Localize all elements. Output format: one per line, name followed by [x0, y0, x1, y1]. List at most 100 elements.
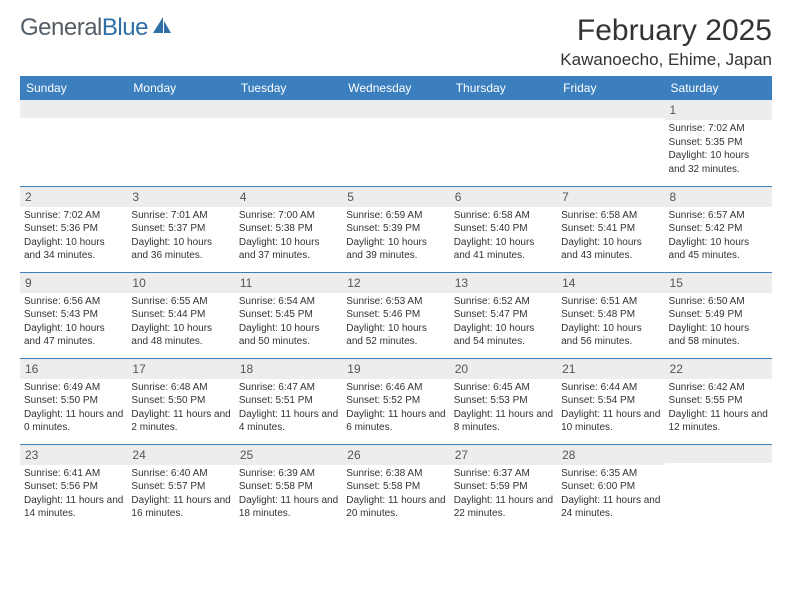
day-number: 2	[20, 187, 127, 207]
sunset-text: Sunset: 5:45 PM	[239, 308, 338, 322]
header-row: GeneralBlue February 2025 Kawanoecho, Eh…	[20, 14, 772, 70]
sunrise-text: Sunrise: 6:49 AM	[24, 381, 123, 395]
sunrise-text: Sunrise: 6:56 AM	[24, 295, 123, 309]
calendar-cell: 4Sunrise: 7:00 AMSunset: 5:38 PMDaylight…	[235, 186, 342, 272]
day-number: 20	[450, 359, 557, 379]
day-number: 7	[557, 187, 664, 207]
day-number: 15	[665, 273, 772, 293]
sunset-text: Sunset: 5:48 PM	[561, 308, 660, 322]
calendar-cell: 28Sunrise: 6:35 AMSunset: 6:00 PMDayligh…	[557, 444, 664, 530]
calendar-cell: 10Sunrise: 6:55 AMSunset: 5:44 PMDayligh…	[127, 272, 234, 358]
day-number: 14	[557, 273, 664, 293]
empty-day	[450, 100, 557, 118]
sunset-text: Sunset: 5:44 PM	[131, 308, 230, 322]
calendar-cell: 18Sunrise: 6:47 AMSunset: 5:51 PMDayligh…	[235, 358, 342, 444]
daylight-text: Daylight: 10 hours and 41 minutes.	[454, 236, 553, 263]
sunrise-text: Sunrise: 6:54 AM	[239, 295, 338, 309]
day-number: 4	[235, 187, 342, 207]
sunrise-text: Sunrise: 6:51 AM	[561, 295, 660, 309]
calendar-cell	[450, 100, 557, 186]
day-number: 28	[557, 445, 664, 465]
calendar-week-row: 2Sunrise: 7:02 AMSunset: 5:36 PMDaylight…	[20, 186, 772, 272]
sunset-text: Sunset: 5:53 PM	[454, 394, 553, 408]
sunrise-text: Sunrise: 6:40 AM	[131, 467, 230, 481]
calendar-cell	[235, 100, 342, 186]
calendar-cell: 7Sunrise: 6:58 AMSunset: 5:41 PMDaylight…	[557, 186, 664, 272]
calendar-week-row: 1Sunrise: 7:02 AMSunset: 5:35 PMDaylight…	[20, 100, 772, 186]
daylight-text: Daylight: 11 hours and 14 minutes.	[24, 494, 123, 521]
daylight-text: Daylight: 10 hours and 37 minutes.	[239, 236, 338, 263]
daylight-text: Daylight: 10 hours and 58 minutes.	[669, 322, 768, 349]
sunset-text: Sunset: 5:46 PM	[346, 308, 445, 322]
daylight-text: Daylight: 11 hours and 8 minutes.	[454, 408, 553, 435]
weekday-header: Tuesday	[235, 76, 342, 100]
calendar-cell: 26Sunrise: 6:38 AMSunset: 5:58 PMDayligh…	[342, 444, 449, 530]
sunrise-text: Sunrise: 6:38 AM	[346, 467, 445, 481]
daylight-text: Daylight: 10 hours and 34 minutes.	[24, 236, 123, 263]
daylight-text: Daylight: 11 hours and 16 minutes.	[131, 494, 230, 521]
daylight-text: Daylight: 10 hours and 36 minutes.	[131, 236, 230, 263]
sunrise-text: Sunrise: 6:44 AM	[561, 381, 660, 395]
sunset-text: Sunset: 5:39 PM	[346, 222, 445, 236]
sunrise-text: Sunrise: 6:41 AM	[24, 467, 123, 481]
empty-day	[557, 100, 664, 118]
daylight-text: Daylight: 10 hours and 47 minutes.	[24, 322, 123, 349]
sunrise-text: Sunrise: 6:57 AM	[669, 209, 768, 223]
day-number: 3	[127, 187, 234, 207]
logo-text-gray: General	[20, 14, 102, 42]
sunset-text: Sunset: 5:52 PM	[346, 394, 445, 408]
day-number: 24	[127, 445, 234, 465]
sunrise-text: Sunrise: 6:48 AM	[131, 381, 230, 395]
sunrise-text: Sunrise: 7:01 AM	[131, 209, 230, 223]
sunrise-text: Sunrise: 6:53 AM	[346, 295, 445, 309]
daylight-text: Daylight: 10 hours and 52 minutes.	[346, 322, 445, 349]
calendar-week-row: 16Sunrise: 6:49 AMSunset: 5:50 PMDayligh…	[20, 358, 772, 444]
calendar-cell	[20, 100, 127, 186]
calendar-week-row: 9Sunrise: 6:56 AMSunset: 5:43 PMDaylight…	[20, 272, 772, 358]
sunset-text: Sunset: 5:50 PM	[24, 394, 123, 408]
sunrise-text: Sunrise: 7:02 AM	[24, 209, 123, 223]
day-number: 5	[342, 187, 449, 207]
empty-day	[235, 100, 342, 118]
weekday-header: Thursday	[450, 76, 557, 100]
sunrise-text: Sunrise: 6:35 AM	[561, 467, 660, 481]
day-number: 26	[342, 445, 449, 465]
sunrise-text: Sunrise: 6:45 AM	[454, 381, 553, 395]
sunset-text: Sunset: 5:37 PM	[131, 222, 230, 236]
logo-text-blue: Blue	[102, 14, 148, 42]
day-number: 16	[20, 359, 127, 379]
weekday-header: Sunday	[20, 76, 127, 100]
sunset-text: Sunset: 5:50 PM	[131, 394, 230, 408]
logo-sail-icon	[151, 14, 173, 42]
calendar-cell: 16Sunrise: 6:49 AMSunset: 5:50 PMDayligh…	[20, 358, 127, 444]
sunset-text: Sunset: 5:41 PM	[561, 222, 660, 236]
calendar-cell: 22Sunrise: 6:42 AMSunset: 5:55 PMDayligh…	[665, 358, 772, 444]
day-number: 8	[665, 187, 772, 207]
calendar-cell: 27Sunrise: 6:37 AMSunset: 5:59 PMDayligh…	[450, 444, 557, 530]
sunrise-text: Sunrise: 6:46 AM	[346, 381, 445, 395]
empty-day	[665, 445, 772, 463]
empty-day	[127, 100, 234, 118]
daylight-text: Daylight: 11 hours and 6 minutes.	[346, 408, 445, 435]
calendar-cell: 20 Sunrise: 6:45 AMSunset: 5:53 PMDayligh…	[450, 358, 557, 444]
sunset-text: Sunset: 5:56 PM	[24, 480, 123, 494]
daylight-text: Daylight: 10 hours and 45 minutes.	[669, 236, 768, 263]
day-number: 10	[127, 273, 234, 293]
day-number: 22	[665, 359, 772, 379]
weekday-header: Monday	[127, 76, 234, 100]
day-number: 23	[20, 445, 127, 465]
daylight-text: Daylight: 11 hours and 2 minutes.	[131, 408, 230, 435]
calendar-week-row: 23Sunrise: 6:41 AMSunset: 5:56 PMDayligh…	[20, 444, 772, 530]
calendar-cell	[127, 100, 234, 186]
sunset-text: Sunset: 6:00 PM	[561, 480, 660, 494]
sunset-text: Sunset: 5:42 PM	[669, 222, 768, 236]
sunset-text: Sunset: 5:58 PM	[346, 480, 445, 494]
day-number: 19	[342, 359, 449, 379]
sunrise-text: Sunrise: 6:58 AM	[561, 209, 660, 223]
sunrise-text: Sunrise: 6:42 AM	[669, 381, 768, 395]
sunset-text: Sunset: 5:36 PM	[24, 222, 123, 236]
daylight-text: Daylight: 10 hours and 32 minutes.	[669, 149, 768, 176]
calendar-cell	[665, 444, 772, 530]
weekday-header-row: Sunday Monday Tuesday Wednesday Thursday…	[20, 76, 772, 100]
day-number: 1	[665, 100, 772, 120]
